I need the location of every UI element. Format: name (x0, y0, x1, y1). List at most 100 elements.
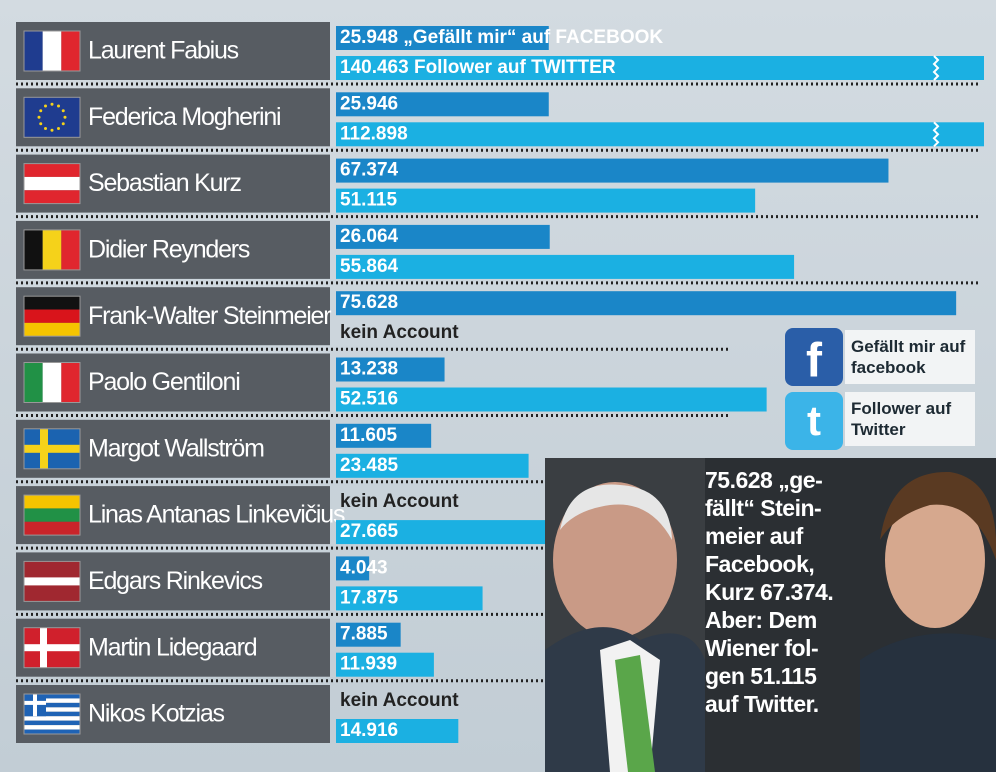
value-label: kein Account (340, 491, 459, 512)
name-label: Nikos Kotzias (88, 700, 225, 728)
axis-break (932, 55, 940, 81)
caption-line: Facebook, (705, 551, 815, 577)
caption-line: 75.628 „ge- (705, 467, 823, 493)
flag-part (24, 229, 43, 270)
flag-part (61, 122, 65, 126)
bar (336, 453, 529, 478)
flag-part (24, 729, 80, 734)
rows: Laurent Fabius 25.948 „Gefällt mir“ auf F… (16, 22, 984, 743)
flag-part (61, 109, 65, 113)
flag-part (44, 104, 47, 108)
flag-part (57, 104, 60, 108)
flag-border (23, 560, 81, 602)
name-label: Laurent Fabius (88, 37, 239, 65)
value-label: 14.916 (340, 720, 398, 741)
value-label: 55.864 (340, 256, 399, 277)
value-label: 11.605 (340, 425, 397, 446)
flag-part (24, 495, 80, 509)
flag-part (57, 127, 60, 131)
flag-part (50, 102, 54, 106)
bar (336, 719, 459, 743)
caption-line: auf Twitter. (705, 691, 819, 717)
flag-border (23, 229, 81, 271)
flag-border (23, 96, 81, 138)
value-label: 4.043 (340, 557, 388, 578)
bar (336, 357, 445, 382)
flag-border (23, 295, 81, 337)
value-label: 17.875 (340, 587, 399, 608)
flag-part (24, 444, 80, 453)
bar (336, 122, 984, 147)
value-label: 140.463 Follower auf TWITTER (340, 57, 616, 78)
flag-part (61, 229, 80, 270)
value-label: 7.885 (340, 624, 388, 645)
flag-border (23, 362, 81, 403)
name-label: Edgars Rinkevics (88, 567, 263, 595)
name-label: Paolo Gentiloni (88, 368, 240, 396)
flag-part (24, 702, 80, 708)
bar (336, 224, 550, 249)
name-label: Margot Wallström (88, 434, 264, 462)
flag-part (33, 694, 37, 717)
flag-part (24, 31, 43, 71)
caption-line: Kurz 67.374. (705, 579, 834, 605)
flag-part (24, 720, 80, 726)
flag-part (42, 229, 62, 270)
caption: 75.628 „ge-fällt“ Stein-meier auf Faceboo… (705, 466, 855, 718)
flag-part (42, 362, 62, 403)
flag-part (24, 694, 80, 699)
value-label: 13.238 (340, 359, 398, 380)
value-label: kein Account (340, 322, 459, 343)
flag-part (61, 31, 80, 71)
value-label: 52.516 (340, 389, 398, 410)
flag-part (24, 700, 46, 705)
flag-border (23, 163, 81, 205)
flag-part (39, 122, 43, 126)
caption-line: Aber: Dem (705, 607, 817, 633)
flag-part (42, 31, 62, 71)
flag-part (50, 128, 54, 132)
flag-part (24, 644, 80, 652)
name-label: Federica Mogherini (88, 103, 280, 131)
flag-part (24, 322, 80, 337)
flag-part (24, 707, 80, 712)
flag-border (23, 428, 81, 470)
flag-part (24, 163, 80, 177)
legend-twitter: Follower auf Twitter (845, 392, 975, 446)
caption-line: fällt“ Stein- (705, 495, 822, 521)
flag-border (23, 30, 81, 72)
flag-part (44, 127, 47, 131)
flag-part (24, 521, 80, 536)
bar (336, 520, 563, 545)
flag-part (24, 698, 80, 703)
legend-facebook: Gefällt mir auf facebook (845, 330, 975, 384)
flag-border (23, 494, 81, 536)
caption-line: Wiener fol- (705, 635, 819, 661)
flag-part (24, 716, 80, 721)
name-label: Martin Lidegaard (88, 633, 257, 661)
bar (336, 291, 957, 316)
value-label: kein Account (340, 690, 459, 711)
bar (336, 92, 549, 117)
bar (336, 158, 889, 183)
photo (545, 458, 996, 772)
bar (336, 622, 401, 647)
caption-line: gen 51.115 (705, 663, 817, 689)
value-label: 26.064 (340, 226, 399, 247)
caption-line: meier auf (705, 523, 803, 549)
value-label: 112.898 (340, 123, 408, 144)
bar (336, 254, 795, 279)
flag-part (24, 725, 80, 730)
flag-part (24, 190, 80, 204)
flag-border (23, 627, 81, 669)
bar (336, 586, 483, 611)
name-label: Didier Reynders (88, 236, 250, 264)
bar (336, 423, 432, 448)
flag-border (23, 693, 81, 735)
value-label: 27.665 (340, 521, 399, 542)
flag-part (24, 309, 80, 323)
flag-part (39, 109, 43, 113)
bar (336, 556, 370, 581)
